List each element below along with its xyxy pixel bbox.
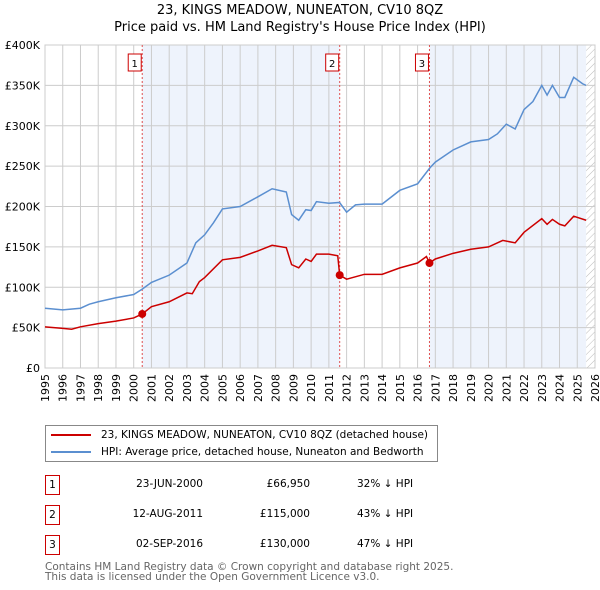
- x-tick-label: 2010: [305, 374, 318, 402]
- x-tick-label: 2007: [252, 374, 265, 402]
- chart-title: 23, KINGS MEADOW, NUNEATON, CV10 8QZ: [156, 3, 444, 18]
- x-tick-label: 2020: [483, 374, 496, 402]
- y-tick-label: £300K: [5, 120, 41, 133]
- transaction-price: £115,000: [259, 508, 310, 520]
- hpi-line: [44, 76, 587, 311]
- x-tick-label: 2023: [536, 374, 549, 402]
- x-tick-label: 2017: [429, 374, 442, 402]
- y-tick-label: £50K: [12, 322, 41, 335]
- transaction-number: 3: [45, 535, 60, 555]
- x-tick-label: 2026: [589, 374, 600, 402]
- x-tick-label: 1996: [57, 374, 70, 402]
- sale-label-box: [325, 53, 340, 72]
- transaction-hpi: 32% ↓ HPI: [357, 478, 414, 490]
- y-tick-label: £200K: [5, 201, 41, 214]
- transaction-date: 02-SEP-2016: [135, 538, 203, 550]
- x-tick-label: 2005: [216, 374, 229, 402]
- sale-point: [425, 259, 434, 268]
- property-price-line: [44, 215, 587, 330]
- chart-subtitle: Price paid vs. HM Land Registry's House …: [114, 20, 486, 35]
- x-tick-label: 2011: [323, 374, 336, 402]
- transaction-hpi: 47% ↓ HPI: [357, 538, 414, 550]
- y-tick-label: £0: [26, 362, 40, 375]
- plot-border: [44, 44, 596, 369]
- x-tick-label: 2000: [128, 374, 141, 402]
- x-tick-label: 2002: [163, 374, 176, 402]
- sale-label: 3: [419, 59, 425, 70]
- legend-swatch-hpi: [51, 451, 91, 453]
- legend: 23, KINGS MEADOW, NUNEATON, CV10 8QZ (de…: [45, 425, 438, 462]
- x-tick-label: 2004: [199, 374, 212, 402]
- sale-label-box: [127, 53, 142, 72]
- footer-copyright: Contains HM Land Registry data © Crown c…: [45, 561, 454, 573]
- x-tick-label: 2025: [571, 374, 584, 402]
- transaction-number: 1: [45, 475, 60, 495]
- x-tick-label: 2001: [145, 374, 158, 402]
- y-tick-label: £150K: [5, 241, 41, 254]
- transaction-number: 2: [45, 505, 60, 525]
- y-tick-label: £400K: [5, 39, 41, 52]
- y-tick-label: £250K: [5, 160, 41, 173]
- sale-label: 1: [132, 59, 138, 70]
- x-tick-label: 2013: [358, 374, 371, 402]
- x-tick-label: 2012: [341, 374, 354, 402]
- legend-property: 23, KINGS MEADOW, NUNEATON, CV10 8QZ (de…: [101, 429, 429, 441]
- x-tick-label: 1999: [110, 374, 123, 402]
- sale-point: [138, 309, 147, 318]
- x-tick-label: 1995: [39, 374, 52, 402]
- y-tick-label: £100K: [5, 281, 41, 294]
- x-tick-label: 2021: [500, 374, 513, 402]
- x-tick-label: 2022: [518, 374, 531, 402]
- transaction-hpi: 43% ↓ HPI: [357, 508, 414, 520]
- x-tick-label: 2018: [447, 374, 460, 402]
- x-tick-label: 2009: [287, 374, 300, 402]
- legend-hpi: HPI: Average price, detached house, Nune…: [101, 446, 424, 458]
- transaction-date: 23-JUN-2000: [136, 478, 203, 490]
- x-tick-label: 1998: [92, 374, 105, 402]
- x-tick-label: 2008: [270, 374, 283, 402]
- transaction-price: £66,950: [266, 478, 310, 490]
- x-tick-label: 2016: [412, 374, 425, 402]
- footer-licence: This data is licensed under the Open Gov…: [45, 571, 380, 583]
- x-tick-label: 2019: [465, 374, 478, 402]
- x-tick-label: 2014: [376, 374, 389, 402]
- price-chart: 1995 1996 1997 1998 1999 2000 2001 2002 2003 2004…: [5, 39, 600, 402]
- y-tick-label: £350K: [5, 79, 41, 92]
- transaction-date: 12-AUG-2011: [132, 508, 203, 520]
- x-tick-label: 2024: [554, 374, 567, 402]
- x-tick-label: 2003: [181, 374, 194, 402]
- x-tick-label: 2006: [234, 374, 247, 402]
- x-tick-label: 2015: [394, 374, 407, 402]
- legend-swatch-property: [51, 434, 91, 436]
- sale-label: 2: [329, 59, 335, 70]
- sale-point: [335, 271, 344, 280]
- sale-label-box: [414, 53, 429, 72]
- x-tick-label: 1997: [74, 374, 87, 402]
- transaction-price: £130,000: [259, 538, 310, 550]
